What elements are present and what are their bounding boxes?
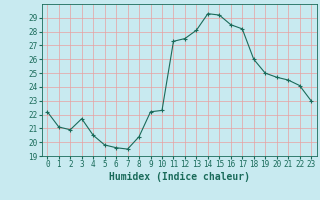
X-axis label: Humidex (Indice chaleur): Humidex (Indice chaleur) (109, 172, 250, 182)
